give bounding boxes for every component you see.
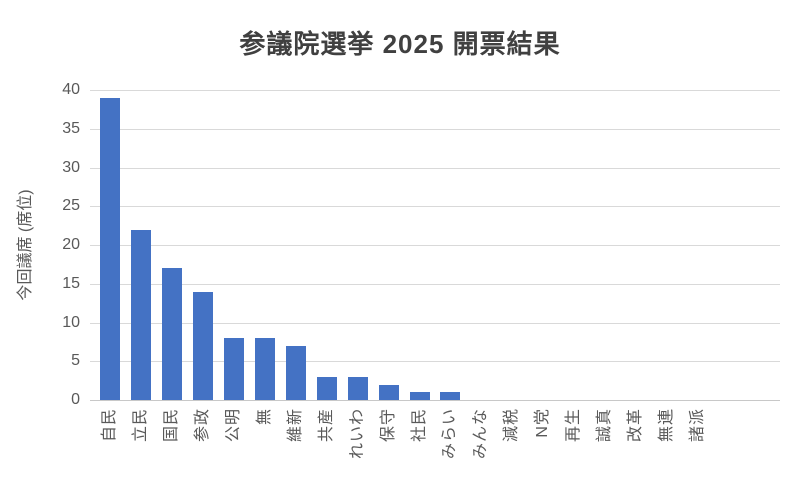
bar: [316, 376, 337, 400]
y-tick-label: 25: [62, 197, 80, 215]
x-tick-label: 保守: [379, 408, 397, 443]
bar: [440, 392, 461, 400]
x-tick-label: 諸派: [688, 408, 706, 443]
gridline: [90, 128, 780, 130]
gridline: [90, 283, 780, 285]
gridline: [90, 90, 780, 91]
x-tick-label: 改革: [626, 408, 644, 443]
bar: [347, 376, 368, 400]
x-axis-line: [90, 400, 780, 401]
chart-title: 参議院選挙 2025 開票結果: [239, 29, 561, 59]
x-tick-label: 再生: [565, 408, 583, 443]
gridline: [90, 167, 780, 169]
y-tick-label: 30: [62, 158, 80, 176]
x-tick-label: 参政: [194, 408, 212, 443]
y-tick-label: 0: [71, 391, 80, 408]
x-tick-label: 誠真: [596, 408, 613, 443]
y-tick-label: 20: [62, 236, 80, 253]
y-tick-label: 10: [62, 313, 80, 331]
bar: [193, 291, 214, 400]
y-tick-label: 35: [62, 119, 80, 137]
gridline: [90, 206, 780, 208]
gridline: [90, 322, 780, 324]
x-tick-label: 立民: [132, 408, 150, 443]
plot-area: [90, 90, 780, 401]
x-tick-label: 無: [256, 408, 273, 426]
x-tick-label: 減税: [503, 408, 521, 443]
x-tick-label: 無連: [657, 408, 675, 443]
y-axis-title: 今回議席 (席位): [17, 189, 34, 301]
gridline: [90, 361, 780, 363]
gridline: [90, 245, 780, 246]
bar: [255, 338, 275, 400]
bar: [378, 384, 399, 400]
bar: [131, 229, 152, 400]
bar: [100, 97, 121, 400]
y-tick-label: 15: [62, 274, 80, 292]
y-tick-label: 5: [71, 352, 80, 370]
bar: [285, 345, 306, 400]
y-tick-label: 40: [62, 81, 80, 98]
x-tick-label: みらい: [441, 408, 459, 460]
x-tick-label: れいわ: [348, 408, 366, 460]
x-tick-label: 国民: [163, 408, 181, 443]
x-tick-label: N党: [534, 408, 552, 438]
x-tick-label: 公明: [225, 408, 243, 443]
bar: [162, 268, 183, 400]
x-tick-label: 自民: [101, 408, 119, 443]
x-tick-label: 社民: [410, 408, 428, 443]
x-tick-label: 共産: [317, 408, 335, 443]
x-tick-label: みんな: [472, 408, 490, 460]
bar: [409, 392, 430, 400]
bar: [224, 338, 245, 400]
x-tick-label: 維新: [286, 408, 304, 443]
